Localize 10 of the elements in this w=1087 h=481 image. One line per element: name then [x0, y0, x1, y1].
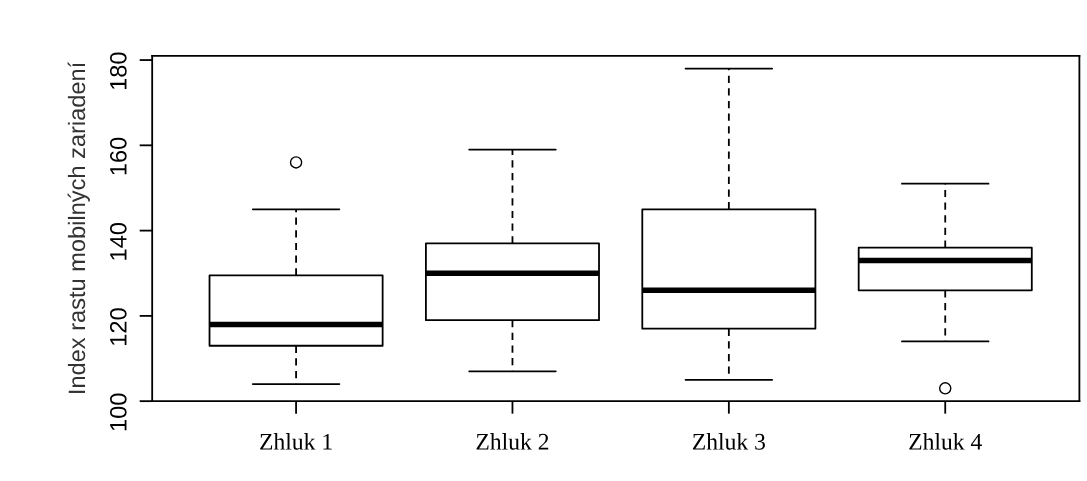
y-tick-label: 180 [109, 52, 127, 90]
x-tick-label: Zhluk 3 [692, 433, 765, 450]
x-tick-label: Zhluk 1 [260, 433, 332, 450]
y-tick-label: 160 [109, 137, 127, 175]
y-axis-title: Index rastu mobilných zariadení [67, 61, 90, 393]
x-tick-label: Zhluk 4 [909, 433, 982, 450]
y-tick-label: 100 [109, 393, 127, 431]
x-tick-label: Zhluk 2 [476, 433, 549, 450]
y-tick-label: 140 [109, 222, 127, 260]
y-tick-label: 120 [109, 308, 127, 345]
